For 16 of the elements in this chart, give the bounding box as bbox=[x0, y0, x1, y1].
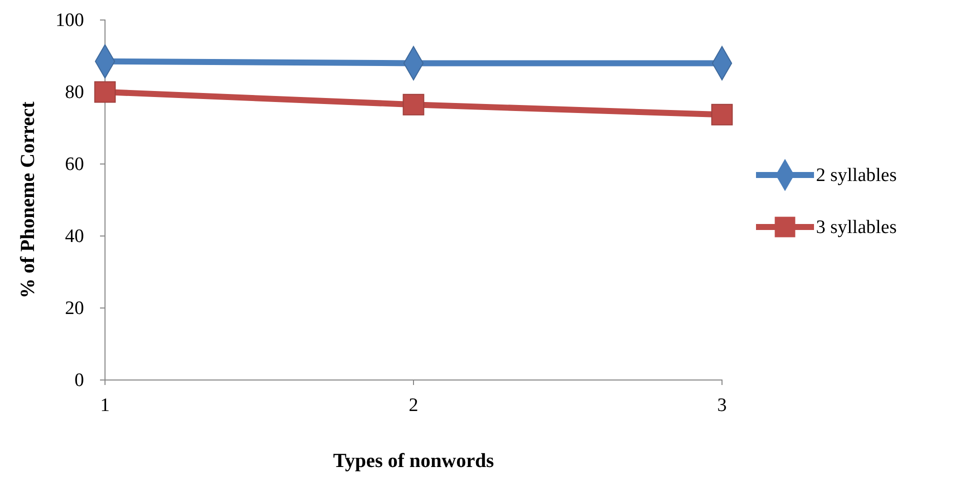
x-tick-label: 2 bbox=[408, 394, 418, 416]
point bbox=[94, 81, 116, 103]
legend-label: 2 syllables bbox=[816, 165, 897, 186]
y-tick-label: 60 bbox=[65, 154, 84, 176]
x-axis-title: Types of nonwords bbox=[333, 450, 494, 472]
y-tick-label: 0 bbox=[74, 370, 84, 392]
point bbox=[402, 94, 424, 116]
x-tick-label: 3 bbox=[717, 394, 727, 416]
y-axis-title: % of Phoneme Correct bbox=[17, 101, 39, 298]
y-tick-label: 100 bbox=[56, 10, 84, 32]
y-tick-label: 40 bbox=[65, 226, 84, 248]
legend-label: 3 syllables bbox=[816, 217, 897, 238]
y-tick-label: 80 bbox=[65, 82, 84, 104]
y-tick-label: 20 bbox=[65, 298, 84, 320]
x-tick-label: 1 bbox=[100, 394, 110, 416]
point bbox=[711, 104, 733, 126]
